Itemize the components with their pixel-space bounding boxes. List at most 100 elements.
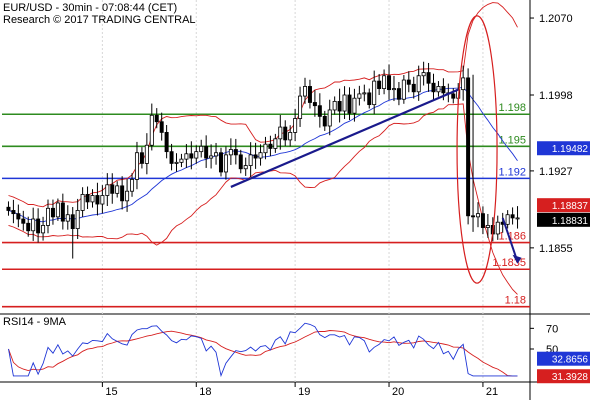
candle-78	[391, 75, 396, 102]
candle-body-49	[248, 154, 253, 166]
candle-38	[194, 145, 199, 164]
candle-body-69	[347, 94, 352, 114]
candle-body-88	[441, 86, 446, 94]
candle-body-97	[485, 225, 490, 228]
candle-55	[278, 115, 283, 150]
candle-66	[332, 96, 337, 115]
candle-body-35	[179, 158, 184, 163]
level-label-0: 1.198	[498, 102, 526, 114]
price-badge-2: 1.18831	[552, 216, 589, 227]
candle-95	[475, 202, 480, 228]
candle-18	[95, 182, 100, 216]
candle-86	[431, 73, 436, 101]
candle-16	[85, 186, 90, 209]
candle-body-41	[209, 155, 214, 159]
forecast-arrow-head	[512, 254, 522, 264]
candle-97	[485, 213, 490, 238]
candle-61	[307, 79, 312, 109]
candle-body-36	[184, 153, 189, 160]
candle-body-71	[357, 93, 362, 99]
rsi-badge-0: 32.8656	[552, 355, 589, 366]
candle-79	[396, 82, 401, 106]
candle-51	[258, 144, 263, 166]
candle-body-32	[164, 132, 169, 153]
candle-body-96	[480, 213, 485, 228]
candle-26	[134, 141, 139, 190]
price-badge-0: 1.19482	[552, 144, 589, 155]
candle-body-90	[451, 93, 456, 99]
candle-body-7	[41, 225, 46, 234]
candle-body-21	[110, 184, 115, 194]
candle-8	[46, 199, 51, 234]
candle-body-2	[16, 213, 21, 220]
candle-body-4	[26, 222, 31, 232]
candle-body-27	[139, 152, 144, 164]
candle-72	[362, 84, 367, 102]
candle-body-68	[342, 94, 347, 112]
candle-body-53	[268, 143, 273, 149]
candle-body-85	[426, 72, 431, 84]
candle-body-31	[159, 121, 164, 133]
candle-body-12	[65, 214, 70, 222]
candle-body-11	[60, 202, 65, 222]
candle-body-50	[253, 154, 258, 159]
candle-49	[248, 142, 253, 177]
candle-57	[288, 125, 293, 147]
candle-42	[214, 142, 219, 165]
candle-body-64	[322, 115, 327, 127]
candle-body-63	[317, 105, 322, 117]
x-tick-label-20: 20	[392, 386, 404, 398]
candle-14	[75, 198, 80, 240]
level-label-2: 1.192	[498, 166, 526, 178]
candle-body-10	[55, 202, 60, 218]
bollinger-upper-band	[8, 2, 518, 208]
candle-body-54	[273, 138, 278, 149]
candle-85	[426, 62, 431, 92]
candle-body-57	[288, 132, 293, 141]
candle-69	[347, 87, 352, 121]
candle-75	[377, 73, 382, 95]
candle-body-48	[243, 165, 248, 170]
candle-12	[65, 205, 70, 230]
candle-body-95	[475, 213, 480, 218]
y-tick-label-3: 1.1855	[539, 243, 573, 255]
candle-body-92	[461, 77, 466, 91]
candle-32	[164, 124, 169, 159]
candle-6	[36, 208, 41, 243]
y-tick-label-0: 1.2070	[539, 13, 573, 25]
candle-body-14	[75, 210, 80, 230]
y-tick-label-2: 1.1927	[539, 166, 573, 178]
candle-body-62	[312, 102, 317, 107]
candle-47	[238, 149, 243, 174]
candle-13	[70, 207, 75, 259]
candle-body-86	[431, 82, 436, 93]
level-label-5: 1.18	[505, 295, 526, 307]
candle-27	[139, 147, 144, 169]
candle-41	[209, 144, 214, 169]
candle-76	[382, 69, 387, 95]
candle-62	[312, 90, 317, 117]
candle-body-70	[352, 97, 357, 114]
candle-53	[268, 135, 273, 157]
candle-body-24	[125, 190, 130, 202]
candle-body-99	[495, 221, 500, 235]
candle-82	[411, 76, 416, 99]
candle-67	[337, 88, 342, 123]
candle-body-44	[223, 154, 228, 173]
candle-29	[149, 103, 154, 151]
candle-23	[120, 176, 125, 210]
candle-17	[90, 189, 95, 208]
candle-body-6	[36, 218, 41, 234]
candle-body-22	[115, 185, 120, 194]
candle-99	[495, 215, 500, 240]
candle-body-73	[367, 92, 372, 106]
rsi-badge-1: 31.3928	[552, 372, 589, 383]
price-badge-1: 1.18837	[552, 201, 589, 212]
rsi-badge-0-bg	[537, 351, 590, 366]
candle-body-102	[510, 214, 515, 219]
candle-body-42	[214, 152, 219, 157]
candle-body-75	[377, 80, 382, 89]
candle-36	[184, 144, 189, 168]
candle-93	[466, 68, 471, 225]
candle-body-81	[406, 79, 411, 85]
